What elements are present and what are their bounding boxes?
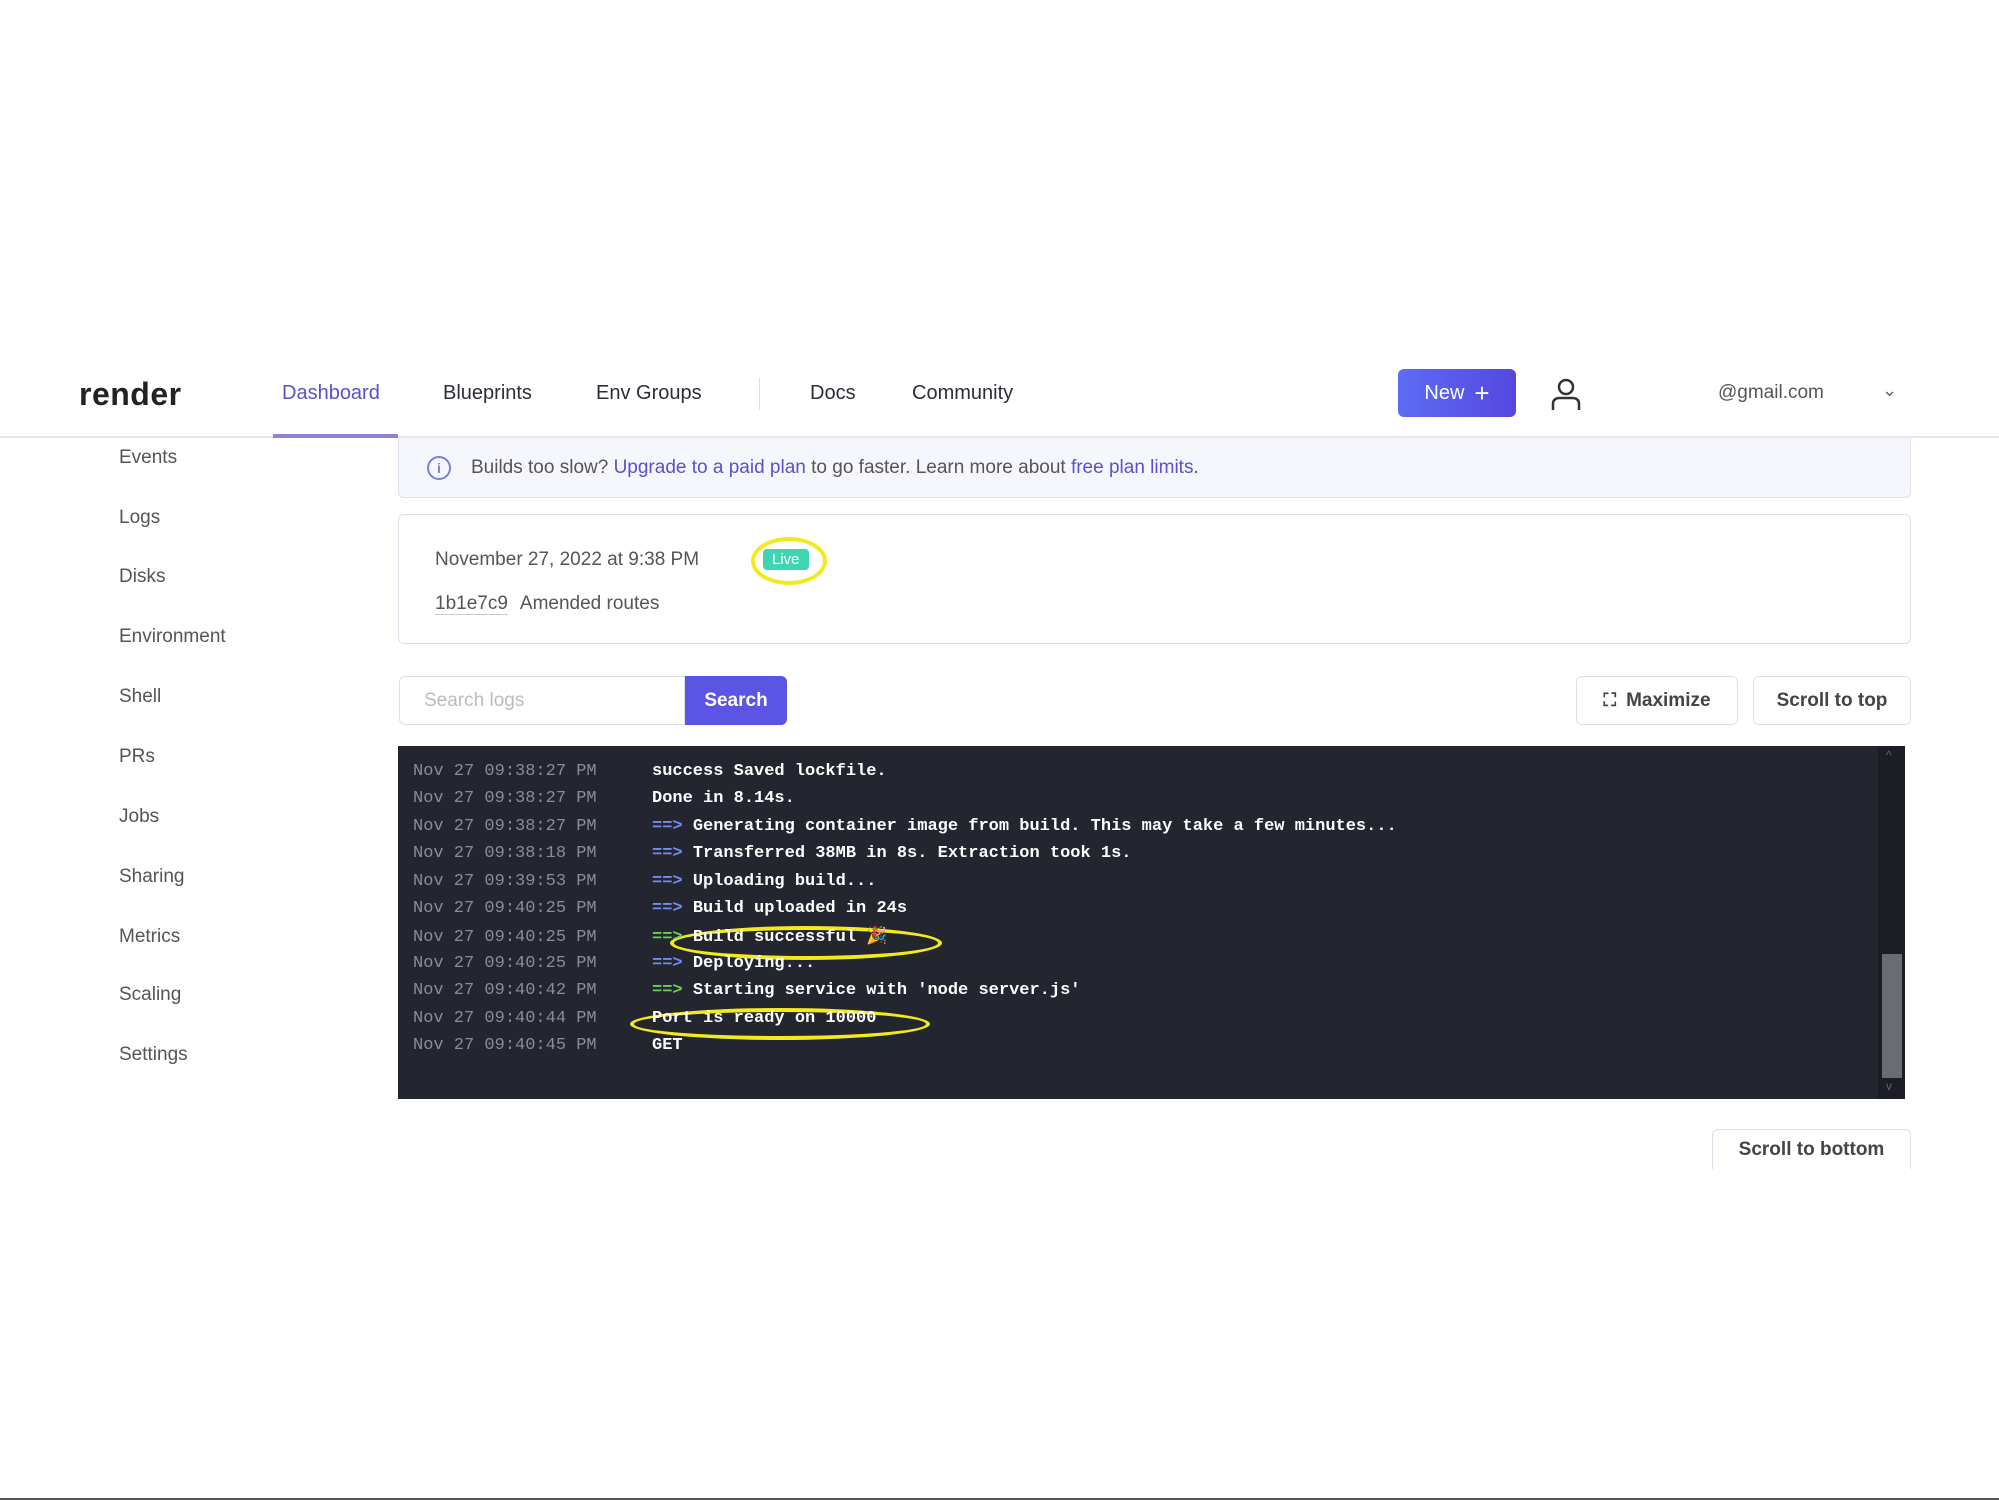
log-line: Nov 27 09:40:25 PM ==> Build uploaded in …: [413, 899, 907, 918]
log-message: Starting service with 'node server.js': [692, 981, 1081, 1001]
log-message: Build uploaded in 24s: [692, 899, 908, 918]
log-timestamp: Nov 27 09:39:53 PM: [413, 871, 597, 891]
log-timestamp: Nov 27 09:40:25 PM: [413, 899, 597, 918]
log-timestamp: Nov 27 09:38:27 PM: [413, 762, 597, 781]
log-message: Generating container image from build. T…: [692, 816, 1397, 836]
nav-community[interactable]: Community: [912, 382, 1014, 404]
log-timestamp: Nov 27 09:40:25 PM: [413, 928, 597, 948]
log-line: Nov 27 09:40:45 PM GET: [413, 1036, 683, 1055]
log-line: Nov 27 09:39:53 PM ==> Uploading build...: [413, 872, 876, 891]
log-arrow: ==>: [652, 928, 683, 948]
upgrade-link[interactable]: Upgrade to a paid plan: [613, 456, 806, 478]
scroll-to-top-button[interactable]: Scroll to top: [1753, 676, 1911, 725]
commit-info: 1b1e7c9 Amended routes: [435, 593, 659, 615]
banner-text: Builds too slow?: [471, 456, 609, 478]
log-line: Nov 27 09:40:44 PM Port is ready on 10000: [413, 1009, 876, 1028]
log-timestamp: Nov 27 09:38:27 PM: [413, 789, 597, 809]
sidebar-item-settings[interactable]: Settings: [119, 1044, 188, 1065]
log-message: Port is ready on 10000: [652, 1008, 877, 1028]
search-logs-input[interactable]: [399, 676, 685, 725]
nav-blueprints[interactable]: Blueprints: [443, 382, 532, 404]
log-message: Uploading build...: [692, 871, 877, 891]
sidebar-item-environment[interactable]: Environment: [119, 626, 226, 647]
log-timestamp: Nov 27 09:40:42 PM: [413, 981, 597, 1001]
sidebar-item-shell[interactable]: Shell: [119, 686, 162, 707]
log-line: Nov 27 09:38:27 PM ==> Generating contain…: [413, 817, 1397, 836]
log-line: Nov 27 09:40:42 PM ==> Starting service w…: [413, 981, 1080, 1000]
sidebar-item-logs[interactable]: Logs: [119, 507, 161, 528]
nav-dashboard[interactable]: Dashboard: [282, 382, 380, 404]
log-arrow: ==>: [652, 981, 683, 1001]
scroll-down-icon[interactable]: v: [1886, 1079, 1892, 1093]
log-timestamp: Nov 27 09:40:25 PM: [413, 953, 597, 973]
log-arrow: ==>: [652, 899, 683, 918]
top-nav: render Dashboard Blueprints Env Groups D…: [0, 360, 1999, 438]
log-message: Deploying...: [692, 953, 816, 973]
plan-banner: i Builds too slow? Upgrade to a paid pla…: [398, 438, 1911, 498]
search-button[interactable]: Search: [685, 676, 787, 725]
log-arrow: ==>: [652, 816, 683, 836]
sidebar-item-events[interactable]: Events: [119, 447, 178, 468]
deploy-card: November 27, 2022 at 9:38 PM Live 1b1e7c…: [398, 514, 1911, 644]
info-icon: i: [427, 455, 451, 480]
log-line: Nov 27 09:40:25 PM ==> Deploying...: [413, 954, 815, 973]
log-timestamp: Nov 27 09:40:45 PM: [413, 1036, 597, 1055]
account-email[interactable]: @gmail.com: [1718, 382, 1824, 403]
log-arrow: ==>: [652, 953, 683, 973]
user-icon[interactable]: [1548, 376, 1584, 412]
log-line: Nov 27 09:38:27 PM Done in 8.14s.: [413, 789, 795, 808]
maximize-button[interactable]: ⛶ Maximize: [1576, 676, 1738, 725]
new-label: New: [1424, 381, 1465, 404]
scroll-up-icon[interactable]: ^: [1886, 748, 1892, 762]
nav-divider: [759, 378, 760, 410]
log-message: Transferred 38MB in 8s. Extraction took …: [692, 844, 1132, 864]
scroll-to-bottom-button[interactable]: Scroll to bottom: [1712, 1129, 1911, 1169]
log-arrow: ==>: [652, 844, 683, 864]
commit-hash[interactable]: 1b1e7c9: [435, 593, 508, 615]
sidebar-item-disks[interactable]: Disks: [119, 566, 166, 587]
log-message: success Saved lockfile.: [652, 762, 887, 781]
log-terminal: ^ v Nov 27 09:38:27 PM success Saved lock…: [398, 746, 1905, 1099]
bottom-divider: [0, 1498, 1999, 1500]
free-plan-limits-link[interactable]: free plan limits: [1070, 456, 1194, 478]
new-button[interactable]: New +: [1398, 369, 1516, 417]
highlight-annotation: [630, 1008, 930, 1040]
banner-text: to go faster. Learn more about: [805, 456, 1071, 478]
sidebar-item-metrics[interactable]: Metrics: [119, 926, 181, 947]
sidebar-item-sharing[interactable]: Sharing: [119, 866, 185, 887]
sidebar-item-scaling[interactable]: Scaling: [119, 984, 182, 1005]
chevron-down-icon[interactable]: ⌄: [1882, 380, 1898, 400]
sidebar-item-prs[interactable]: PRs: [119, 746, 155, 767]
maximize-label: Maximize: [1626, 689, 1711, 711]
nav-env-groups[interactable]: Env Groups: [596, 382, 702, 404]
commit-message: Amended routes: [519, 593, 660, 614]
highlight-annotation: [751, 537, 827, 585]
log-message: Done in 8.14s.: [652, 789, 795, 809]
nav-docs[interactable]: Docs: [810, 382, 856, 404]
log-timestamp: Nov 27 09:38:27 PM: [413, 816, 597, 836]
log-timestamp: Nov 27 09:40:44 PM: [413, 1008, 597, 1028]
scrollbar-thumb[interactable]: [1882, 954, 1902, 1078]
banner-text: .: [1193, 456, 1199, 478]
plus-icon: +: [1474, 377, 1490, 408]
log-line: Nov 27 09:38:27 PM success Saved lockfile…: [413, 762, 887, 781]
active-tab-indicator: [273, 434, 398, 438]
log-timestamp: Nov 27 09:38:18 PM: [413, 844, 597, 864]
deploy-date: November 27, 2022 at 9:38 PM: [435, 549, 700, 570]
highlight-annotation: [670, 926, 942, 960]
log-line: Nov 27 09:38:18 PM ==> Transferred 38MB i…: [413, 844, 1131, 863]
log-line: Nov 27 09:40:25 PM ==> Build successful 🎉: [413, 926, 887, 947]
log-message: Build successful 🎉: [692, 928, 888, 948]
log-message: GET: [652, 1036, 683, 1055]
log-scrollbar[interactable]: ^ v: [1878, 746, 1905, 1099]
sidebar-item-jobs[interactable]: Jobs: [119, 806, 160, 827]
log-arrow: ==>: [652, 871, 683, 891]
maximize-icon: ⛶: [1603, 690, 1617, 710]
render-logo[interactable]: render: [79, 376, 182, 412]
